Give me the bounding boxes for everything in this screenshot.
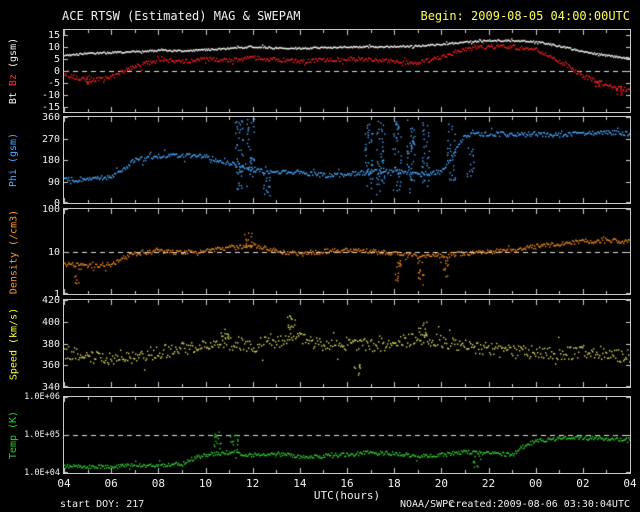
ytick-temp-1.0E+06: 1.0E+06 bbox=[24, 392, 60, 402]
ytick-phi-90: 90 bbox=[47, 176, 60, 188]
ytick-mag-10: 10 bbox=[47, 41, 60, 53]
xtick-20: 20 bbox=[434, 477, 448, 490]
panel-canvas-mag bbox=[64, 30, 630, 112]
created-timestamp: created:2009-08-06 03:30:04UTC bbox=[449, 499, 630, 510]
xtick-08: 08 bbox=[151, 477, 165, 490]
panel-density bbox=[63, 208, 631, 295]
xtick-18: 18 bbox=[387, 477, 401, 490]
ytick-speed-360: 360 bbox=[41, 360, 60, 372]
ytick-temp-1.0E+05: 1.0E+05 bbox=[24, 430, 60, 440]
ytick-speed-420: 420 bbox=[41, 295, 60, 306]
ytick-temp-1.0E+04: 1.0E+04 bbox=[24, 468, 60, 478]
panel-canvas-speed bbox=[64, 300, 630, 387]
ytick-phi-180: 180 bbox=[41, 155, 60, 166]
ylabel-part: Bt bbox=[8, 86, 19, 105]
ytick-density-100: 100 bbox=[41, 204, 60, 215]
xtick-04: 04 bbox=[623, 477, 637, 490]
xtick-00: 00 bbox=[529, 477, 543, 490]
ytick-density-1: 1 bbox=[53, 289, 60, 300]
ytick-speed-400: 400 bbox=[41, 316, 60, 328]
start-doy-label: start DOY: 217 bbox=[60, 499, 145, 510]
panel-temp bbox=[63, 396, 631, 474]
ytick-density-10: 10 bbox=[47, 246, 60, 258]
ylabel-mag: Bt Bz (gsm) bbox=[7, 30, 21, 112]
ylabel-speed: Speed (km/s) bbox=[7, 300, 21, 387]
ylabel-part: Speed (km/s) bbox=[8, 307, 19, 380]
ylabel-part: Density (/cm3) bbox=[8, 209, 19, 294]
ylabel-density: Density (/cm3) bbox=[7, 209, 21, 294]
xtick-14: 14 bbox=[293, 477, 307, 490]
ytick-mag--15: -15 bbox=[41, 102, 60, 114]
xtick-12: 12 bbox=[246, 477, 260, 490]
panel-phi bbox=[63, 116, 631, 204]
ytick-phi-270: 270 bbox=[41, 133, 60, 145]
agency-label: NOAA/SWPC bbox=[400, 499, 455, 510]
panel-canvas-density bbox=[64, 209, 630, 294]
panel-mag bbox=[63, 29, 631, 113]
ylabel-part: Bz bbox=[8, 74, 19, 87]
chart-title: ACE RTSW (Estimated) MAG & SWEPAM bbox=[62, 9, 301, 23]
xtick-04: 04 bbox=[57, 477, 71, 490]
begin-timestamp: Begin: 2009-08-05 04:00:00UTC bbox=[420, 9, 630, 23]
ytick-mag--5: -5 bbox=[47, 78, 60, 90]
xtick-02: 02 bbox=[576, 477, 590, 490]
ytick-mag--10: -10 bbox=[41, 90, 60, 102]
ylabel-part: Phi (gsm) bbox=[8, 132, 19, 188]
x-axis-label: UTC(hours) bbox=[313, 489, 381, 502]
panel-canvas-temp bbox=[64, 397, 630, 473]
ytick-phi-360: 360 bbox=[41, 112, 60, 123]
ylabel-part: (gsm) bbox=[8, 37, 19, 75]
panel-speed bbox=[63, 299, 631, 388]
ylabel-part: Temp (K) bbox=[8, 410, 19, 460]
xtick-10: 10 bbox=[198, 477, 213, 490]
ytick-mag-0: 0 bbox=[53, 66, 60, 77]
xtick-06: 06 bbox=[104, 477, 118, 490]
xtick-16: 16 bbox=[340, 477, 354, 490]
ylabel-phi: Phi (gsm) bbox=[7, 117, 21, 203]
ytick-speed-340: 340 bbox=[41, 382, 60, 393]
ytick-mag-15: 15 bbox=[47, 29, 60, 41]
xtick-22: 22 bbox=[481, 477, 496, 490]
ytick-mag-5: 5 bbox=[53, 53, 60, 65]
ytick-speed-380: 380 bbox=[41, 338, 60, 350]
ylabel-temp: Temp (K) bbox=[7, 397, 21, 473]
panel-canvas-phi bbox=[64, 117, 630, 203]
ytick-phi-0: 0 bbox=[53, 198, 60, 209]
